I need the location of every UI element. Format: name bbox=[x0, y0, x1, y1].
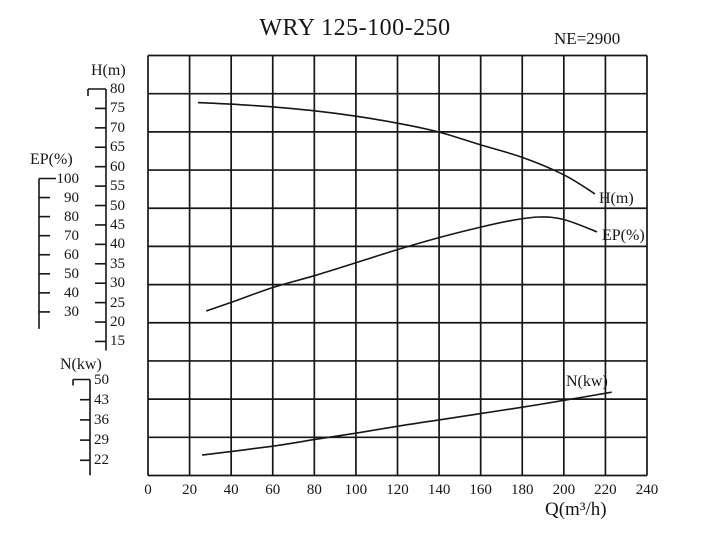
n-tick-label: 22 bbox=[94, 452, 109, 469]
h-tick-label: 55 bbox=[110, 178, 125, 195]
h-tick-label: 80 bbox=[110, 81, 125, 97]
n-tick-label: 29 bbox=[94, 432, 109, 449]
x-tick-label: 80 bbox=[306, 482, 322, 498]
n-axis-title: N(kw) bbox=[60, 356, 102, 373]
n-curve-label: N(kw) bbox=[566, 373, 608, 390]
x-tick-label: 200 bbox=[552, 482, 576, 498]
x-tick-label: 180 bbox=[511, 482, 534, 498]
ep-tick-label: 80 bbox=[64, 208, 79, 225]
ep-tick-label: 30 bbox=[64, 303, 79, 320]
x-tick-label: 220 bbox=[594, 482, 617, 498]
chart-title: WRY 125-100-250 bbox=[259, 15, 451, 41]
x-tick-label: 0 bbox=[144, 482, 152, 498]
h-axis-title: H(m) bbox=[91, 62, 126, 79]
n-tick-label: 43 bbox=[94, 391, 109, 408]
h-tick-label: 70 bbox=[110, 119, 125, 136]
x-tick-label: 120 bbox=[386, 482, 409, 498]
x-tick-label: 240 bbox=[635, 482, 659, 498]
h-tick-label: 25 bbox=[110, 294, 125, 311]
h-curve bbox=[197, 101, 596, 195]
ep-tick-label: 50 bbox=[64, 265, 79, 282]
ep-tick-label: 70 bbox=[64, 227, 79, 244]
speed-annotation: NE=2900 bbox=[554, 29, 621, 48]
ep-axis-title: EP(%) bbox=[30, 151, 73, 168]
x-tick-label: 140 bbox=[427, 482, 451, 498]
h-tick-label: 45 bbox=[110, 216, 125, 233]
x-tick-label: 160 bbox=[469, 482, 492, 498]
ep-curve bbox=[205, 216, 598, 312]
h-tick-label: 50 bbox=[110, 197, 125, 214]
h-tick-label: 15 bbox=[110, 333, 125, 350]
q-axis-title: Q(m³/h) bbox=[545, 499, 607, 520]
ep-tick-label: 40 bbox=[64, 284, 79, 301]
x-tick-label: 40 bbox=[223, 482, 239, 498]
x-tick-label: 60 bbox=[265, 482, 281, 498]
ep-tick-label: 100 bbox=[56, 170, 80, 187]
x-tick-label: 100 bbox=[344, 482, 368, 498]
h-tick-label: 65 bbox=[110, 139, 125, 156]
ep-curve-label: EP(%) bbox=[602, 227, 645, 244]
ep-tick-label: 60 bbox=[64, 246, 79, 263]
n-curve bbox=[201, 391, 612, 456]
h-tick-label: 30 bbox=[110, 275, 125, 292]
h-tick-label: 20 bbox=[110, 314, 125, 331]
h-tick-label: 75 bbox=[110, 100, 125, 117]
ep-tick-label: 90 bbox=[64, 189, 79, 206]
x-tick-label: 20 bbox=[182, 482, 198, 498]
h-tick-label: 60 bbox=[110, 158, 125, 175]
h-curve-label: H(m) bbox=[599, 190, 634, 207]
h-tick-label: 35 bbox=[110, 255, 125, 272]
h-tick-label: 40 bbox=[110, 236, 125, 253]
n-tick-label: 36 bbox=[94, 411, 109, 428]
n-tick-label: 50 bbox=[94, 371, 109, 388]
